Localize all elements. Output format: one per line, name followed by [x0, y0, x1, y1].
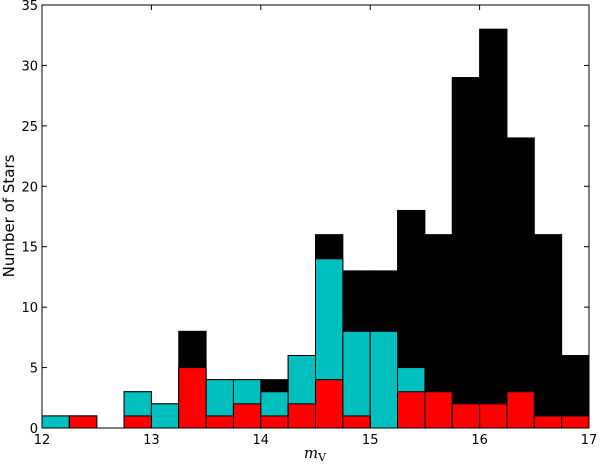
bar [369, 330, 399, 429]
bars [41, 28, 590, 429]
x-tick-label: 17 [581, 433, 598, 448]
bar [287, 403, 316, 429]
bar [533, 234, 563, 429]
y-tick-label: 0 [30, 422, 38, 437]
bar [123, 415, 152, 429]
y-tick-label: 30 [21, 59, 38, 74]
bar [41, 415, 70, 429]
bar [451, 77, 481, 429]
bar [506, 391, 535, 429]
bar [260, 415, 289, 429]
x-tick-label: 16 [471, 433, 488, 448]
x-tick-label: 15 [362, 433, 379, 448]
bar [451, 403, 481, 429]
bar [342, 330, 371, 429]
y-tick-label: 20 [21, 180, 38, 195]
bar [533, 415, 563, 429]
bar [315, 379, 344, 429]
bar [150, 403, 180, 429]
bar [561, 415, 590, 429]
bar [397, 391, 426, 429]
x-label-sub: V [317, 451, 327, 463]
bar [424, 391, 453, 429]
y-tick-label: 5 [30, 362, 38, 377]
y-tick-label: 15 [21, 241, 38, 256]
y-tick-label: 25 [21, 120, 38, 135]
y-axis-label: Number of Stars [0, 154, 18, 277]
y-tick-label: 10 [21, 301, 38, 316]
x-tick-label: 14 [253, 433, 270, 448]
bar [68, 415, 98, 429]
bar [479, 28, 508, 429]
axes: 12 13 14 15 16 17 0 5 10 15 20 25 30 35 [21, 0, 597, 448]
x-axis-label: mV [304, 444, 327, 463]
bar [205, 415, 234, 429]
x-tick-label: 13 [143, 433, 160, 448]
bar [342, 415, 371, 429]
plot-frame [41, 4, 590, 429]
bar [232, 403, 262, 429]
y-tick-label: 35 [21, 0, 38, 14]
x-label-main: m [304, 444, 318, 462]
x-tick-label: 12 [34, 433, 51, 448]
bar [479, 403, 508, 429]
bar [506, 137, 535, 429]
bar [178, 367, 207, 429]
